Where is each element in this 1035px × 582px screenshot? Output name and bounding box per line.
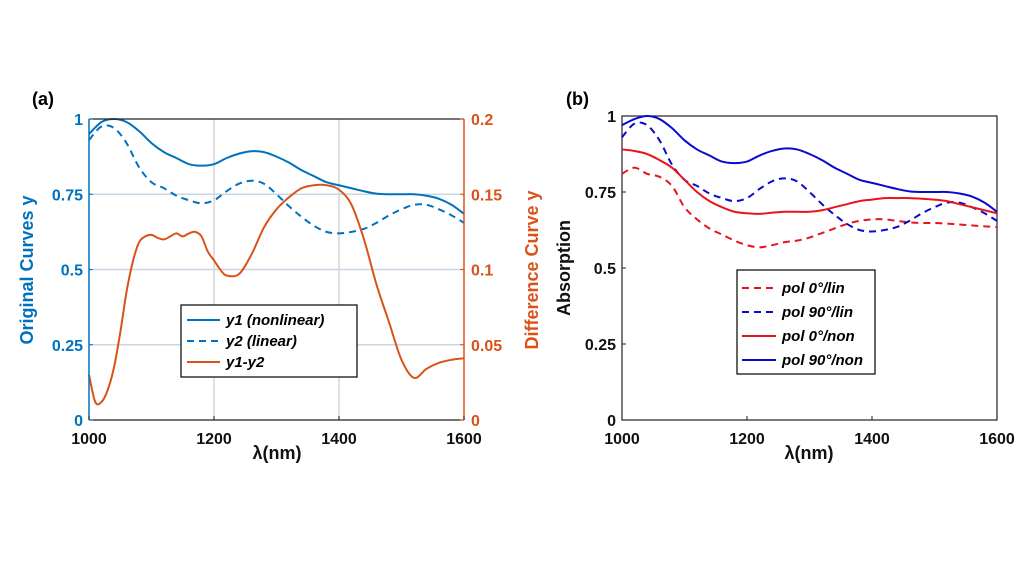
panel-b-x-tick-label: 1200 — [729, 431, 765, 448]
panel-b-x-tick-label: 1600 — [979, 431, 1015, 448]
panel-a-y-right-tick-label: 0.1 — [471, 263, 493, 280]
panel-b-lines — [621, 114, 998, 249]
panel-a-ticks: 1000 1200 1400 160000.250.50.75100.050.10.1… — [52, 112, 502, 448]
panel-a-y-left-tick-label: 1 — [74, 112, 83, 129]
panel-a-y-left-tick-label: 0 — [74, 413, 83, 430]
panel-a-label: (a) — [32, 89, 54, 109]
panel-b-legend-label: pol 0°/lin — [781, 280, 845, 297]
panel-b-legend: pol 0°/lin pol 90°/lin pol 0°/non pol 90°/n… — [736, 269, 876, 375]
panel-a-x-tick-label: 1200 — [196, 431, 232, 448]
panel-a-legend-label: y1-y2 — [225, 354, 265, 371]
panel-b-ylabel: Absorption — [554, 220, 574, 316]
panel-a-xlabel: λ(nm) — [253, 443, 302, 463]
panel-b-y-tick-label: 0 — [607, 413, 616, 430]
panel-a-x-tick-label: 1600 — [446, 431, 482, 448]
panel-a-y-right-tick-label: 0.05 — [471, 338, 502, 355]
panel-a-series-line-3 — [88, 183, 465, 406]
panel-b-x-tick-label: 1400 — [854, 431, 890, 448]
panel-a-x-tick-label: 1400 — [321, 431, 357, 448]
panel-a-series-line-1 — [88, 117, 465, 215]
panel-a-legend-label: y2 (linear) — [225, 333, 297, 350]
panel-a-y-right-tick-label: 0 — [471, 413, 480, 430]
panel-a-ylabel-left: Original Curves y — [17, 195, 37, 344]
panel-b-x-tick-label: 1000 — [604, 431, 640, 448]
panel-a-legend-box — [180, 304, 358, 378]
panel-a-y-left-tick-label: 0.5 — [61, 263, 83, 280]
panel-a-ylabel-right: Difference Curve y — [522, 190, 542, 349]
panel-a-y-right-tick-label: 0.15 — [471, 187, 502, 204]
panel-b-y-tick-label: 0.5 — [594, 261, 616, 278]
panel-b-legend-box — [736, 269, 876, 375]
panel-a-y-left-tick-label: 0.25 — [52, 338, 83, 355]
panel-a-lines — [88, 117, 465, 406]
panel-a-legend-items: y1 (nonlinear) y2 (linear) y1-y2 — [187, 312, 324, 371]
panel-a-legend: y1 (nonlinear) y2 (linear) y1-y2 — [180, 304, 358, 378]
panel-b-legend-label: pol 0°/non — [781, 328, 855, 345]
panel-b-legend-items: pol 0°/lin pol 90°/lin pol 0°/non pol 90°/n… — [742, 280, 863, 369]
panel-b-y-tick-label: 0.25 — [585, 337, 616, 354]
panel-a-y-right-tick-label: 0.2 — [471, 112, 493, 129]
panel-b-xlabel: λ(nm) — [785, 443, 834, 463]
panel-b-ticks: 1000 1200 1400 1600 0 0.25 0.5 0.75 1 — [585, 109, 1015, 448]
panel-b-legend-label: pol 90°/non — [781, 352, 863, 369]
panel-b-series-line-4 — [621, 114, 998, 213]
panel-b-y-tick-label: 1 — [607, 109, 616, 126]
panel-b-series-line-1 — [621, 166, 998, 249]
panel-b-series-line-3 — [621, 148, 998, 215]
panel-a-x-tick-label: 1000 — [71, 431, 107, 448]
panel-b-y-tick-label: 0.75 — [585, 185, 616, 202]
panel-a-y-left-tick-label: 0.75 — [52, 187, 83, 204]
panel-a-series-line-2 — [88, 124, 465, 235]
panel-b-label: (b) — [566, 89, 589, 109]
panel-a: (a) 1000 1200 1400 160000.250.50.75100.050.… — [17, 89, 542, 463]
panel-a-legend-label: y1 (nonlinear) — [225, 312, 324, 329]
panel-b-legend-label: pol 90°/lin — [781, 304, 853, 321]
